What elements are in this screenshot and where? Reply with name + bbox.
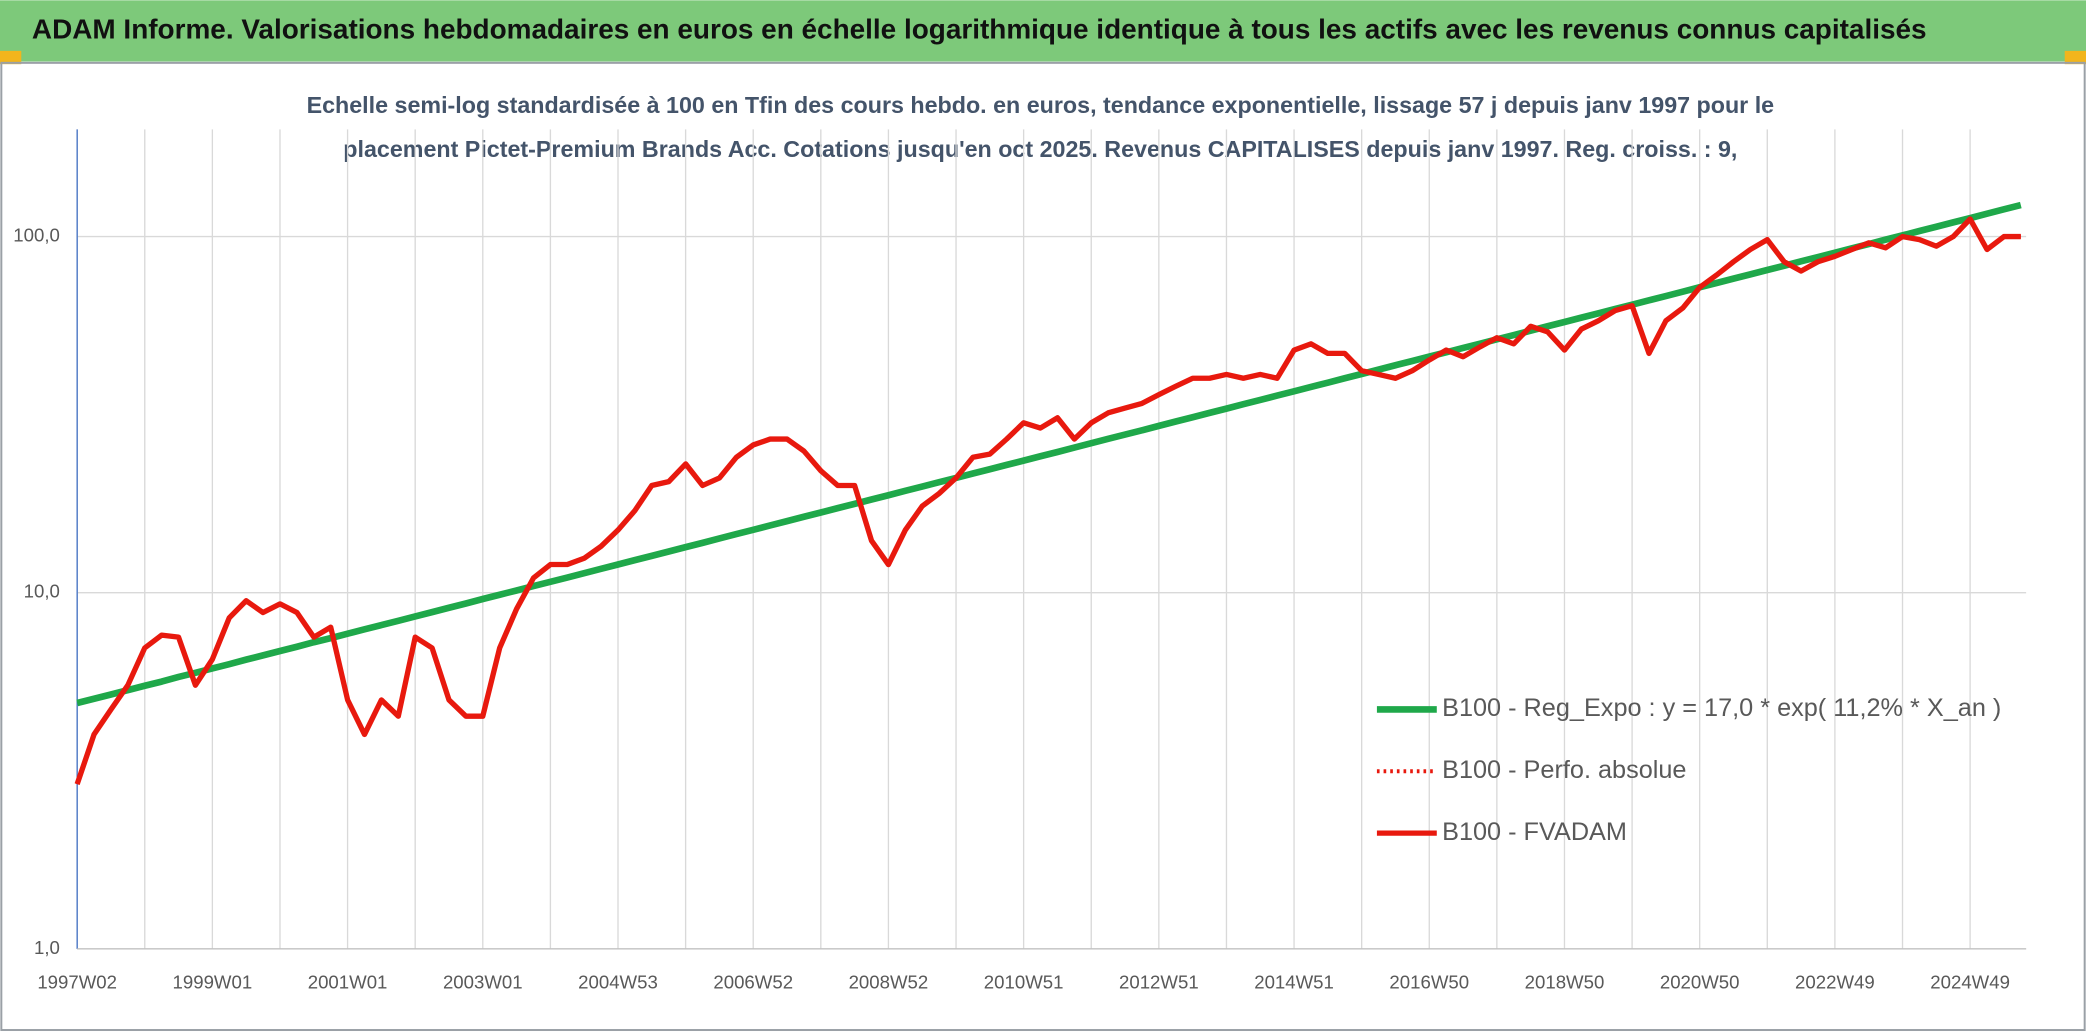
chart-title: ADAM Informe. Valorisations hebdomadaire… xyxy=(32,13,1927,44)
y-tick-label: 1,0 xyxy=(34,937,60,958)
x-tick-label: 2014W51 xyxy=(1254,971,1334,992)
title-bar xyxy=(0,0,2086,62)
x-tick-label: 1999W01 xyxy=(173,971,253,992)
x-tick-label: 2022W49 xyxy=(1795,971,1875,992)
x-tick-label: 2008W52 xyxy=(849,971,929,992)
x-tick-label: 2010W51 xyxy=(984,971,1064,992)
y-tick-label: 10,0 xyxy=(24,581,60,602)
x-tick-label: 2018W50 xyxy=(1525,971,1605,992)
corner xyxy=(2064,50,2086,65)
x-tick-label: 2020W50 xyxy=(1660,971,1740,992)
subtitle: Echelle semi-log standardisée à 100 en T… xyxy=(307,92,1775,118)
x-tick-label: 2024W49 xyxy=(1930,971,2010,992)
x-tick-label: 2016W50 xyxy=(1389,971,1469,992)
subtitle: placement Pictet-Premium Brands Acc. Cot… xyxy=(343,136,1737,162)
series-line xyxy=(74,216,2021,786)
legend-label: B100 - FVADAM xyxy=(1442,818,1627,846)
x-tick-label: 2003W01 xyxy=(443,971,523,992)
legend-label: B100 - Reg_Expo : y = 17,0 * exp( 11,2% … xyxy=(1442,694,2001,722)
legend-label: B100 - Perfo. absolue xyxy=(1442,756,1686,784)
y-tick-label: 100,0 xyxy=(13,224,60,245)
frame xyxy=(0,61,2086,1032)
corner xyxy=(0,50,22,65)
x-tick-label: 2012W51 xyxy=(1119,971,1199,992)
x-tick-label: 1997W02 xyxy=(37,971,117,992)
x-tick-label: 2006W52 xyxy=(713,971,793,992)
x-tick-label: 2001W01 xyxy=(308,971,388,992)
x-tick-label: 2004W53 xyxy=(578,971,658,992)
